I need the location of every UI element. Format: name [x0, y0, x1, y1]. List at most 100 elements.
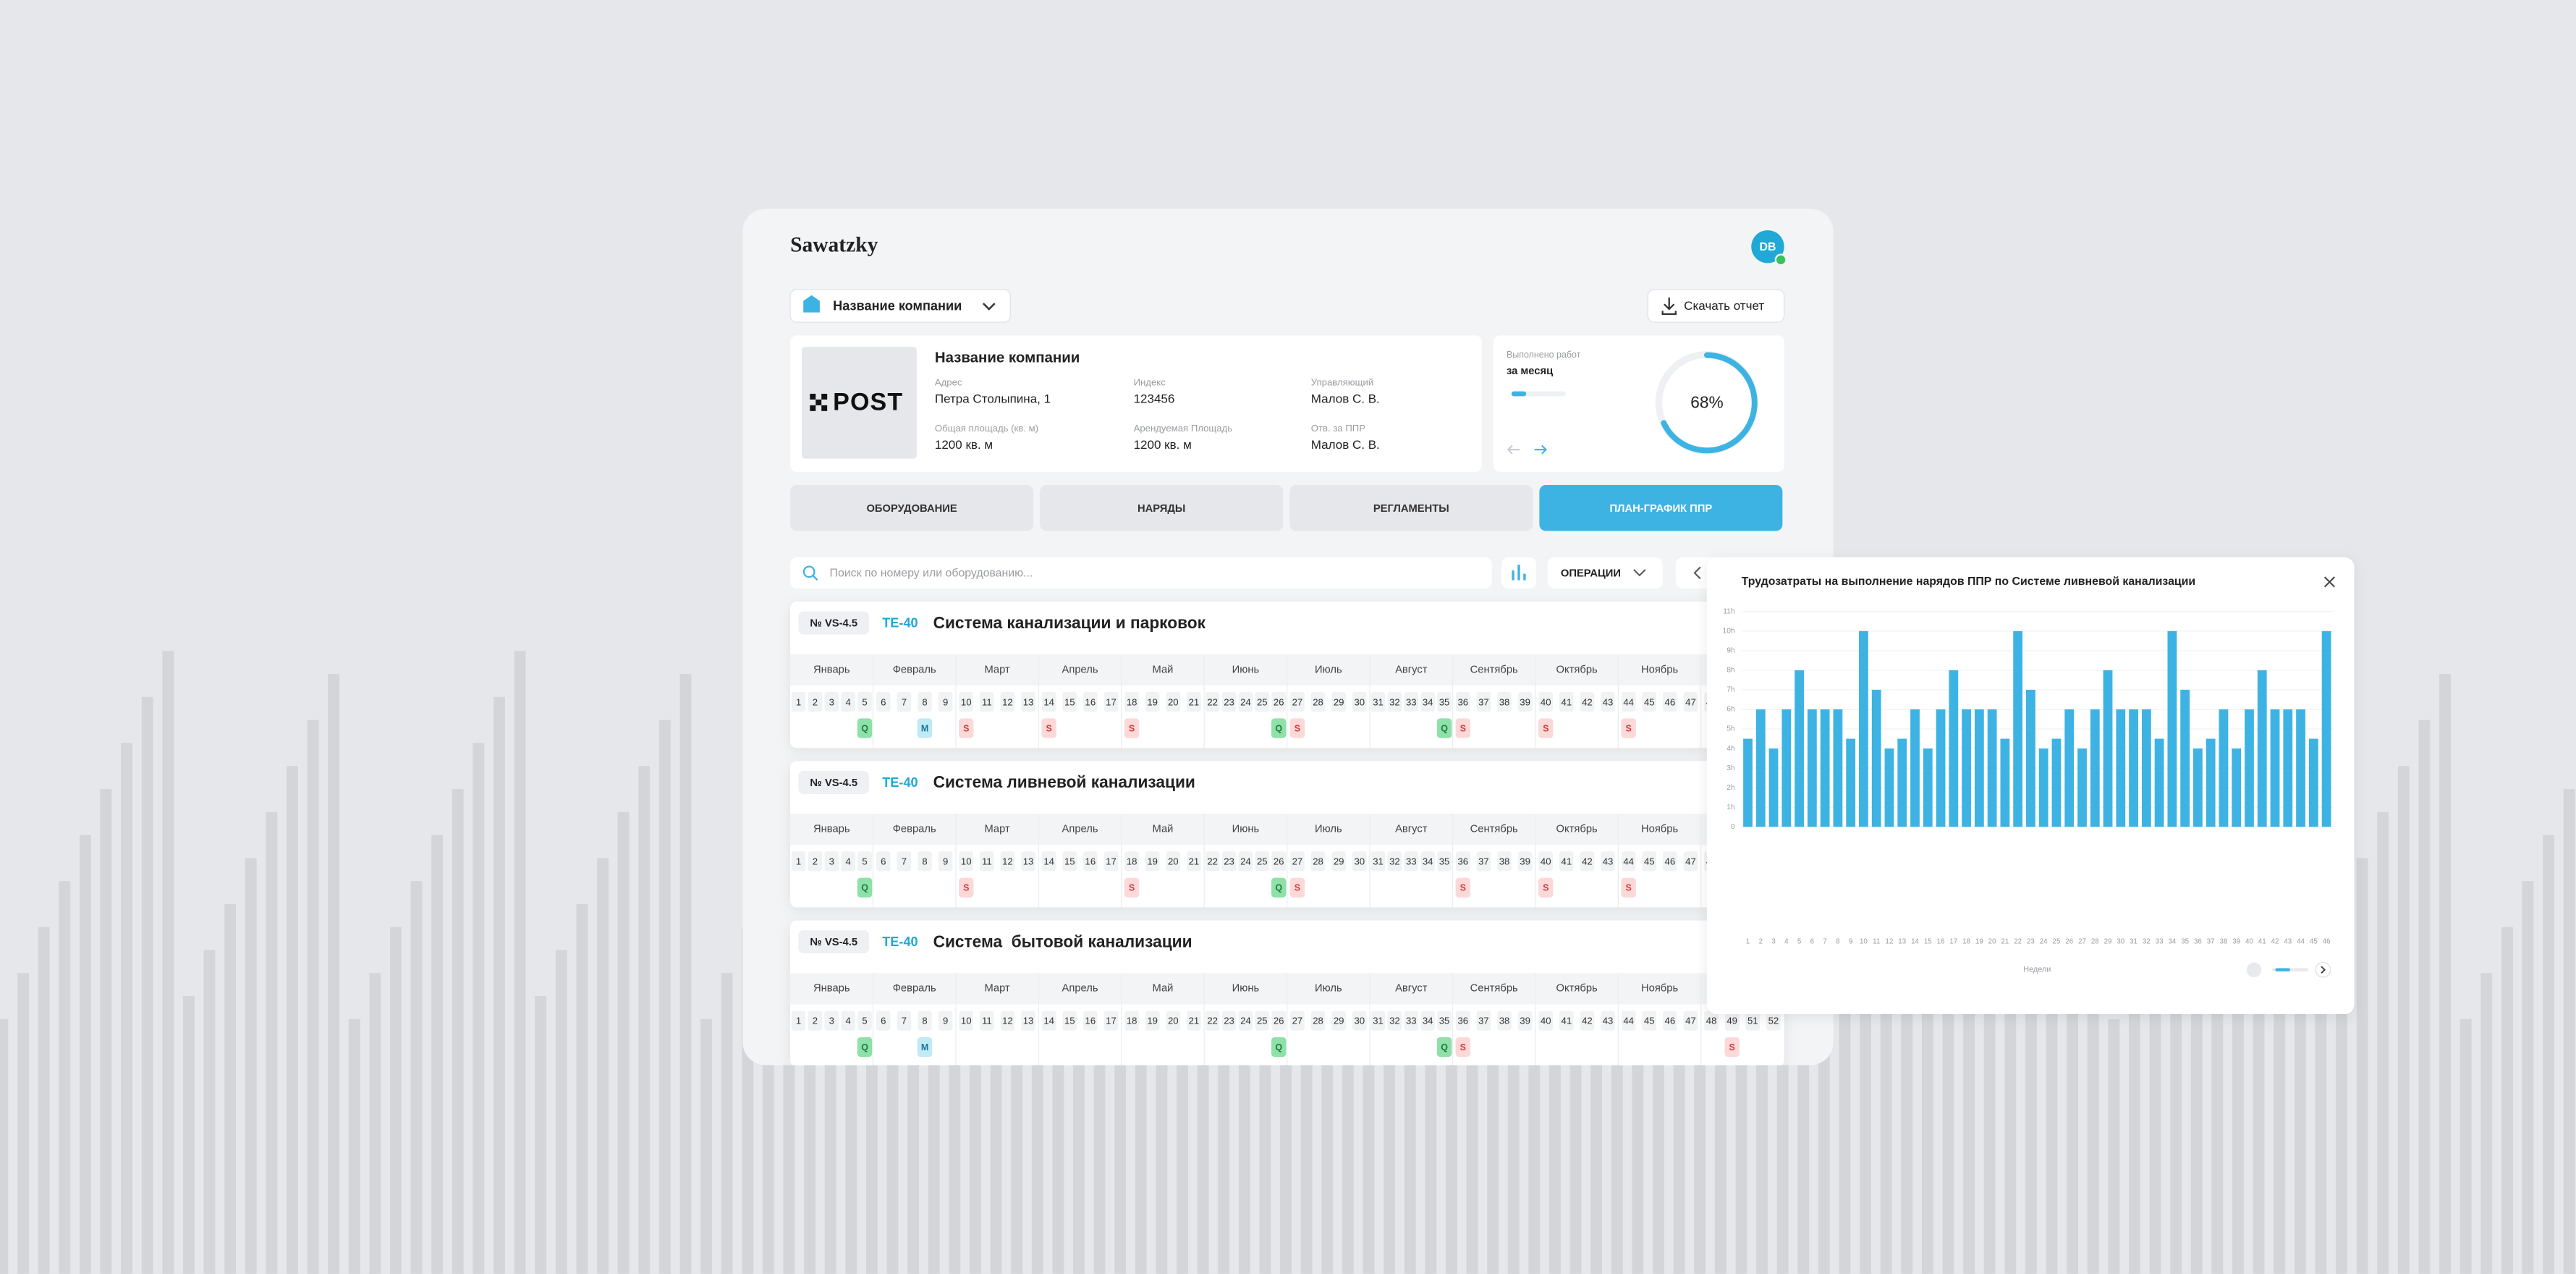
number-badge: [798, 930, 870, 954]
background-bar: [1942, 996, 1954, 1274]
week-number: 8: [922, 696, 927, 707]
background-bar: [59, 881, 71, 1274]
week-number: 15: [1064, 856, 1075, 867]
mark-label: S: [1129, 883, 1135, 893]
week-cell: [959, 851, 973, 872]
week-cell: [1420, 1011, 1435, 1031]
tab[interactable]: [1040, 484, 1284, 531]
tab[interactable]: [1539, 484, 1783, 531]
next-arrow[interactable]: [1534, 444, 1547, 455]
bar: [2283, 709, 2293, 827]
week-cell: [1000, 692, 1015, 712]
mark-badge: [1621, 877, 1636, 898]
x-tick-label: 11: [1873, 938, 1880, 946]
week-cell: [824, 1011, 839, 1031]
week-number: 36: [1457, 856, 1468, 867]
number: № VS-4.5: [810, 937, 857, 948]
field-value: 1200 кв. м: [935, 438, 993, 452]
y-tick-label: 9h: [1726, 647, 1735, 655]
bar: [2013, 630, 2023, 827]
field-label: Общая площадь (кв. м): [935, 423, 1038, 434]
week-cell: [1642, 1011, 1657, 1031]
y-tick-label: 6h: [1726, 706, 1735, 714]
bar: [2064, 709, 2075, 827]
month-name: Июль: [1315, 983, 1342, 995]
week-cell: [897, 851, 912, 872]
progress-label: Выполнено работ: [1507, 350, 1581, 360]
week-cell: [1456, 1011, 1470, 1031]
week-cell: [1663, 851, 1677, 872]
background-bar: [597, 858, 609, 1274]
field-value: Малов С. В.: [1311, 438, 1380, 452]
x-tick-label: 24: [2040, 938, 2048, 946]
background-bar: [410, 881, 423, 1274]
month-name: Май: [1153, 824, 1174, 835]
tab[interactable]: [790, 484, 1034, 531]
week-number: 27: [1292, 696, 1303, 707]
schedule-card: № VS-4.5 TE-40 Система канализации и парко…: [790, 602, 1784, 748]
progress-ring: [1656, 352, 1758, 454]
week-cell: [1021, 1011, 1035, 1031]
tab[interactable]: [1289, 484, 1533, 531]
week-cell: [1538, 1011, 1553, 1031]
month-name: Март: [984, 664, 1010, 675]
month-name: Январь: [813, 664, 850, 675]
mark-badge: [1271, 718, 1287, 738]
x-tick-label: 27: [2078, 938, 2086, 946]
mark-label: S: [1295, 883, 1300, 893]
field-label: Отв. за ППР: [1311, 423, 1365, 434]
background-bar: [886, 996, 899, 1274]
chart-icon: [1512, 565, 1526, 581]
week-cell: [1683, 851, 1698, 872]
week-cell: [1538, 692, 1553, 712]
background-bar: [473, 743, 485, 1274]
week-number: 9: [943, 1016, 948, 1026]
week-number: 27: [1292, 856, 1303, 867]
prev-arrow[interactable]: [1507, 444, 1520, 455]
search-icon-handle: [812, 575, 818, 581]
page-next[interactable]: [2315, 961, 2331, 978]
filter-select[interactable]: [1547, 557, 1663, 589]
x-tick-label: 17: [1949, 938, 1957, 946]
mark-label: S: [1625, 883, 1631, 893]
mark-label: S: [1460, 723, 1466, 733]
week-number: 26: [1274, 696, 1284, 707]
bar: [1859, 630, 1868, 827]
avatar[interactable]: [1751, 230, 1784, 263]
download-button[interactable]: [1647, 289, 1785, 323]
week-number: 16: [1085, 856, 1096, 867]
x-tick-label: 41: [2258, 938, 2266, 946]
week-number: 14: [1043, 1016, 1054, 1026]
week-number: 17: [1106, 696, 1117, 707]
week-cell: [841, 692, 855, 712]
week-number: 20: [1168, 856, 1179, 867]
background-bar: [679, 674, 692, 1274]
chart-popup: Трудозатраты на выполнение нарядов ППР п…: [1706, 557, 2355, 1015]
bar: [1923, 748, 1933, 827]
week-number: 28: [1313, 856, 1323, 867]
x-tick-label: 8: [1836, 938, 1839, 946]
week-cell: [1124, 1011, 1139, 1031]
page-prev[interactable]: [2246, 962, 2262, 977]
status-dot: [1774, 253, 1787, 266]
close-button[interactable]: [2323, 576, 2335, 588]
month-name: Ноябрь: [1641, 983, 1678, 995]
search-box[interactable]: [790, 557, 1492, 589]
mark-label: Q: [861, 1042, 868, 1052]
mark-badge: [1289, 877, 1305, 898]
company-select[interactable]: [789, 289, 1011, 323]
week-number: 33: [1406, 1016, 1417, 1026]
week-number: 16: [1085, 1016, 1096, 1026]
week-number: 33: [1406, 856, 1417, 867]
mark-label: Q: [1275, 723, 1282, 733]
week-cell: [1538, 851, 1553, 872]
mark-badge: [1124, 877, 1140, 898]
mark-badge: [857, 718, 873, 738]
week-cell: [1370, 1011, 1386, 1031]
y-tick-label: 11h: [1723, 608, 1735, 616]
week-cell: [1166, 1011, 1181, 1031]
week-cell: [1221, 692, 1237, 712]
bar: [2103, 670, 2113, 827]
week-number: 4: [846, 856, 851, 867]
field-label: Арендуемая Площадь: [1134, 423, 1233, 434]
